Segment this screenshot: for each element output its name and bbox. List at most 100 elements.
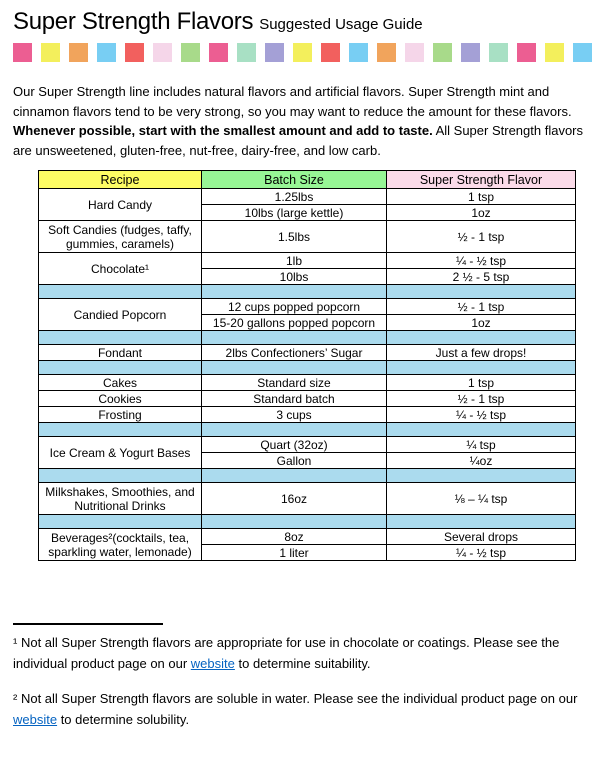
red-square [125, 43, 144, 62]
skyblue-square [349, 43, 368, 62]
separator-row [38, 284, 576, 299]
usage-table-body: Recipe Batch Size Super Strength Flavor Har… [38, 170, 576, 561]
column-header: Batch Size [201, 170, 387, 189]
separator-cell [386, 422, 576, 437]
batch-size-cell: 15-20 gallons popped popcorn [201, 314, 387, 331]
flavor-cell: 1 tsp [386, 188, 576, 205]
table-row: Beverages²(cocktails, tea, sparkling wat… [38, 528, 576, 561]
batch-size-cell: Gallon [201, 452, 387, 469]
separator-cell [386, 468, 576, 483]
footnote-marker: ² [13, 691, 18, 706]
batch-size-cell: 1.5lbs [201, 220, 387, 253]
batch-size-cell: 8oz [201, 528, 387, 545]
flavor-cell: ¼oz [386, 452, 576, 469]
separator-cell [38, 514, 202, 529]
separator-cell [201, 330, 387, 345]
recipe-cell: Milkshakes, Smoothies, and Nutritional D… [38, 482, 202, 515]
batch-size-cell: 10lbs [201, 268, 387, 285]
red-square [321, 43, 340, 62]
flavor-cell: 1oz [386, 204, 576, 221]
green-square [433, 43, 452, 62]
flavor-cell: Just a few drops! [386, 344, 576, 361]
orange-square [69, 43, 88, 62]
table-row: 1 liter ¼ - ½ tsp [39, 544, 576, 561]
document-page: Super Strength Flavors Suggested Usage Gu… [13, 8, 594, 730]
recipe-cell: Soft Candies (fudges, taffy, gummies, ca… [38, 220, 202, 253]
footnote-divider [13, 623, 163, 625]
separator-cell [201, 468, 387, 483]
table-row: Cakes Standard size 1 tsp [38, 374, 576, 391]
separator-row [38, 360, 576, 375]
footnote-marker: ¹ [13, 635, 18, 650]
separator-cell [386, 514, 576, 529]
recipe-cell: Candied Popcorn [38, 298, 202, 331]
batch-size-cell: 10lbs (large kettle) [201, 204, 387, 221]
flavor-cell: ¼ - ½ tsp [386, 406, 576, 423]
lightpink-square [153, 43, 172, 62]
separator-cell [38, 284, 202, 299]
intro-text-before: Our Super Strength line includes natural… [13, 84, 572, 119]
intro-text-after: All Super Strength flavors are unsweeten… [13, 123, 584, 158]
website-link-1[interactable]: website [190, 656, 235, 671]
batch-size-cell: 16oz [201, 482, 387, 515]
recipe-cell: Beverages²(cocktails, tea, sparkling wat… [38, 528, 202, 561]
separator-cell [38, 468, 202, 483]
header-row: Recipe Batch Size Super Strength Flavor [38, 170, 576, 189]
flavor-cell: ¼ - ½ tsp [386, 544, 576, 561]
footnote-1: ¹ Not all Super Strength flavors are app… [13, 632, 588, 674]
website-link-2[interactable]: website [13, 712, 58, 727]
table-row: Milkshakes, Smoothies, and Nutritional D… [38, 482, 576, 515]
recipe-cell: Fondant [38, 344, 202, 361]
purple-square [265, 43, 284, 62]
page-title: Super Strength Flavors Suggested Usage Gu… [13, 8, 594, 36]
yellow-square [545, 43, 564, 62]
table-row: Soft Candies (fudges, taffy, gummies, ca… [38, 220, 576, 253]
recipe-cell: Chocolate¹ [38, 252, 202, 285]
table-row: Candied Popcorn 12 cups popped popcorn ½ -… [38, 298, 576, 331]
separator-cell [38, 360, 202, 375]
intro-bold-sentence: Whenever possible, start with the smalle… [13, 123, 433, 138]
title-subtitle: Suggested Usage Guide [259, 16, 423, 33]
batch-size-cell: 2lbs Confectioners’ Sugar [201, 344, 387, 361]
pink-square [209, 43, 228, 62]
table-row: Hard Candy 1.25lbs 1 tsp [38, 188, 576, 221]
separator-cell [201, 360, 387, 375]
batch-size-cell: 1lb [201, 252, 387, 269]
separator-cell [386, 330, 576, 345]
table-row: Ice Cream & Yogurt Bases Quart (32oz) ¼ ts… [38, 436, 576, 469]
separator-cell [386, 360, 576, 375]
recipe-cell: Cakes [38, 374, 202, 391]
table-row: Fondant 2lbs Confectioners’ Sugar Just a f… [38, 344, 576, 361]
skyblue-square [97, 43, 116, 62]
lightpink-square [405, 43, 424, 62]
flavor-cell: ½ - 1 tsp [386, 298, 576, 315]
separator-row [38, 468, 576, 483]
purple-square [461, 43, 480, 62]
separator-cell [38, 422, 202, 437]
footnote-text: to determine solubility. [57, 712, 190, 727]
batch-size-cell: 3 cups [201, 406, 387, 423]
recipe-cell: Cookies [38, 390, 202, 407]
skyblue-square [573, 43, 592, 62]
footnote-text: Not all Super Strength flavors are appro… [13, 635, 560, 671]
separator-cell [201, 284, 387, 299]
orange-square [377, 43, 396, 62]
recipe-cell: Hard Candy [38, 188, 202, 221]
green-square [181, 43, 200, 62]
table-row: Chocolate¹ 1lb ¼ - ½ tsp [38, 252, 576, 285]
flavor-cell: ¼ - ½ tsp [386, 252, 576, 269]
footnote-2: ² Not all Super Strength flavors are sol… [13, 688, 588, 730]
flavor-cell: ¼ tsp [386, 436, 576, 453]
separator-row [38, 422, 576, 437]
yellow-square [293, 43, 312, 62]
batch-size-cell: Standard size [201, 374, 387, 391]
yellow-square [41, 43, 60, 62]
flavor-cell: Several drops [386, 528, 576, 545]
footnote-text: to determine suitability. [234, 656, 371, 671]
recipe-cell: Ice Cream & Yogurt Bases [38, 436, 202, 469]
batch-size-cell: 12 cups popped popcorn [201, 298, 387, 315]
separator-row [38, 514, 576, 529]
flavor-cell: 1oz [386, 314, 576, 331]
flavor-cell: 2 ½ - 5 tsp [386, 268, 576, 285]
footnotes-section: ¹ Not all Super Strength flavors are app… [13, 623, 594, 730]
